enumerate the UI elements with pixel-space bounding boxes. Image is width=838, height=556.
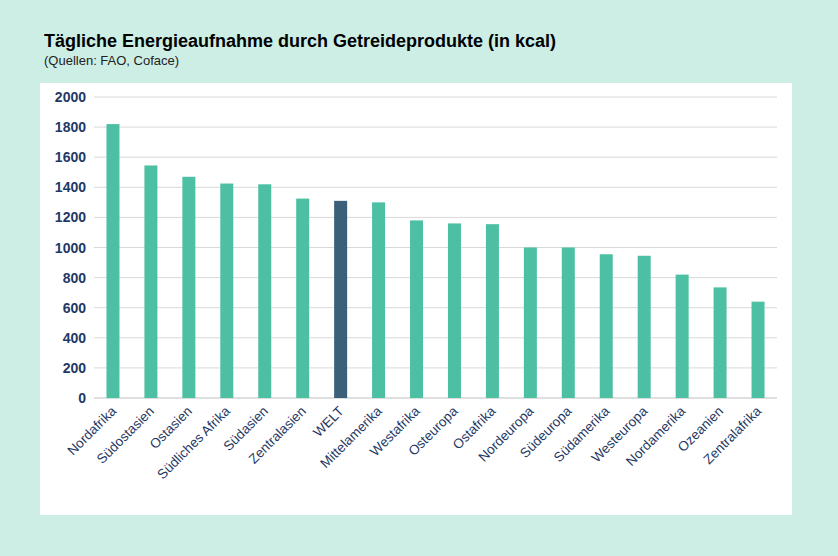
grid-line (94, 157, 777, 158)
x-tick-label: WELT (310, 404, 346, 440)
y-tick-label: 1400 (55, 179, 86, 195)
grid-line (94, 217, 777, 218)
bar (182, 177, 195, 398)
grid-line (94, 187, 777, 188)
bar (144, 165, 157, 398)
bar (600, 254, 613, 398)
chart-svg: Tägliche Energieaufnahme durch Getreidep… (0, 0, 838, 556)
x-tick-label: Südostasien (94, 404, 157, 467)
bar (752, 302, 765, 398)
grid-line (94, 307, 777, 308)
background (0, 0, 838, 556)
grid (94, 97, 777, 398)
chart-root: Tägliche Energieaufnahme durch Getreidep… (0, 0, 838, 556)
bar (106, 124, 119, 398)
panel (40, 83, 792, 515)
grid-line (94, 337, 777, 338)
grid-line (94, 367, 777, 368)
bar (676, 275, 689, 398)
x-tick-label: Osteuropa (405, 403, 461, 459)
y-tick-label: 400 (63, 330, 87, 346)
grid-line (94, 97, 777, 98)
bar (410, 220, 423, 398)
y-tick-label: 600 (63, 300, 87, 316)
grid-line (94, 247, 777, 248)
title: Tägliche Energieaufnahme durch Getreidep… (44, 31, 556, 51)
y-tick-label: 200 (63, 360, 87, 376)
bar (714, 287, 727, 398)
x-tick-label: Zentralafrika (700, 403, 764, 467)
x-tick-label: Mittelamerika (317, 403, 385, 471)
grid-line (94, 277, 777, 278)
y-tick-label: 1000 (55, 240, 86, 256)
bar (334, 201, 347, 398)
y-tick-label: 1600 (55, 149, 86, 165)
y-tick-label: 0 (78, 390, 86, 406)
bar (220, 184, 233, 398)
bar (258, 184, 271, 398)
bar (296, 199, 309, 398)
x-tick-label: Nordamerika (623, 403, 689, 469)
grid-line (94, 127, 777, 128)
y-tick-label: 2000 (55, 89, 86, 105)
bar (562, 248, 575, 399)
bar (486, 224, 499, 398)
subtitle: (Quellen: FAO, Coface) (44, 53, 179, 68)
bars (106, 124, 764, 398)
x-tick-label: Zentralasien (246, 404, 309, 467)
bar (638, 256, 651, 398)
y-tick-label: 1800 (55, 119, 86, 135)
bar (524, 248, 537, 399)
y-tick-label: 800 (63, 270, 87, 286)
bar (372, 202, 385, 398)
bar (448, 223, 461, 398)
y-tick-label: 1200 (55, 209, 86, 225)
grid-line (94, 398, 777, 399)
